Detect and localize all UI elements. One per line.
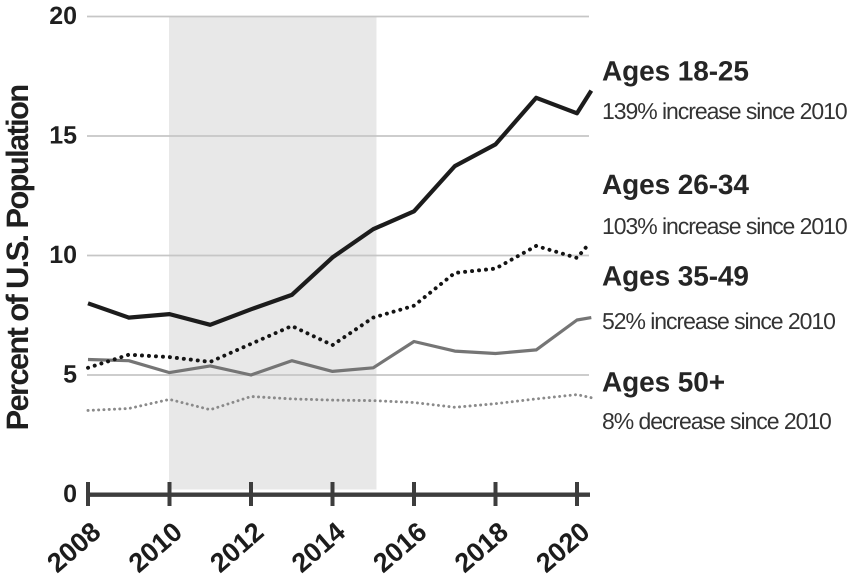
svg-text:52% increase since 2010: 52% increase since 2010 bbox=[602, 308, 835, 334]
svg-text:Ages 26-34: Ages 26-34 bbox=[602, 169, 749, 200]
svg-text:15: 15 bbox=[49, 122, 77, 150]
svg-text:10: 10 bbox=[49, 241, 77, 269]
svg-text:Ages 35-49: Ages 35-49 bbox=[602, 261, 749, 292]
svg-text:103% increase since 2010: 103% increase since 2010 bbox=[602, 213, 847, 239]
svg-text:Ages 18-25: Ages 18-25 bbox=[602, 56, 749, 87]
svg-text:Percent of U.S. Population: Percent of U.S. Population bbox=[0, 85, 35, 431]
svg-text:0: 0 bbox=[63, 480, 77, 508]
svg-text:Ages 50+: Ages 50+ bbox=[602, 367, 725, 398]
svg-text:139% increase since 2010: 139% increase since 2010 bbox=[602, 98, 847, 124]
svg-text:20: 20 bbox=[49, 2, 77, 30]
svg-text:8% decrease since 2010: 8% decrease since 2010 bbox=[602, 408, 831, 434]
svg-text:5: 5 bbox=[63, 361, 77, 389]
